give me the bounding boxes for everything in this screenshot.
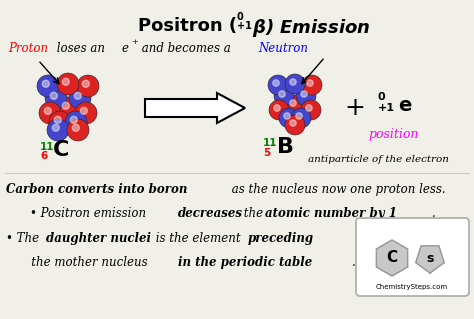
- Text: is the element: is the element: [152, 232, 245, 245]
- Circle shape: [55, 116, 61, 123]
- Circle shape: [82, 80, 89, 87]
- Text: s: s: [426, 251, 434, 264]
- Circle shape: [75, 102, 97, 124]
- Text: ChemistrySteps.com: ChemistrySteps.com: [376, 284, 448, 290]
- Circle shape: [274, 86, 294, 106]
- Text: 11: 11: [40, 142, 55, 152]
- Text: daughter nuclei: daughter nuclei: [46, 232, 151, 245]
- Text: 11: 11: [263, 138, 277, 148]
- Circle shape: [77, 75, 99, 97]
- Text: antiparticle of the electron: antiparticle of the electron: [308, 155, 449, 164]
- Text: Neutron: Neutron: [258, 42, 308, 55]
- Circle shape: [279, 91, 285, 97]
- Circle shape: [47, 119, 69, 141]
- Circle shape: [301, 91, 307, 97]
- Circle shape: [39, 102, 61, 124]
- Circle shape: [50, 92, 57, 99]
- Circle shape: [290, 120, 296, 126]
- Circle shape: [52, 124, 59, 131]
- Text: 5: 5: [263, 148, 270, 158]
- Text: C: C: [53, 140, 69, 160]
- Circle shape: [291, 108, 311, 128]
- Text: the: the: [240, 207, 267, 220]
- Circle shape: [44, 107, 51, 114]
- Circle shape: [306, 105, 312, 111]
- Text: .: .: [352, 256, 356, 269]
- Text: in the periodic table: in the periodic table: [178, 256, 312, 269]
- Text: +: +: [345, 96, 365, 120]
- Circle shape: [296, 86, 316, 106]
- Circle shape: [285, 95, 305, 115]
- Text: B: B: [277, 137, 294, 157]
- Text: and becomes a: and becomes a: [138, 42, 235, 55]
- Text: +: +: [131, 38, 138, 46]
- Text: 0: 0: [378, 92, 386, 102]
- Circle shape: [285, 115, 305, 135]
- Circle shape: [72, 124, 79, 131]
- FancyBboxPatch shape: [356, 218, 469, 296]
- Text: Carbon converts into boron: Carbon converts into boron: [6, 183, 187, 196]
- Text: loses an: loses an: [53, 42, 109, 55]
- Text: atomic number by 1: atomic number by 1: [265, 207, 397, 220]
- Text: as the nucleus now one proton less.: as the nucleus now one proton less.: [228, 183, 446, 196]
- Text: • Positron emission: • Positron emission: [30, 207, 150, 220]
- Circle shape: [69, 87, 91, 109]
- Circle shape: [290, 100, 296, 106]
- Circle shape: [45, 87, 67, 109]
- Circle shape: [57, 97, 79, 119]
- Circle shape: [65, 111, 87, 133]
- Text: e: e: [398, 96, 411, 115]
- Text: decreases: decreases: [178, 207, 243, 220]
- Circle shape: [307, 80, 313, 86]
- Text: +1: +1: [237, 21, 252, 31]
- Circle shape: [279, 108, 299, 128]
- Polygon shape: [376, 240, 408, 276]
- Circle shape: [49, 111, 71, 133]
- Circle shape: [42, 80, 49, 87]
- Text: Positron (: Positron (: [138, 17, 237, 35]
- Circle shape: [37, 75, 59, 97]
- Text: C: C: [386, 250, 398, 265]
- Circle shape: [268, 75, 288, 95]
- Circle shape: [301, 100, 321, 120]
- Text: +1: +1: [378, 103, 395, 113]
- Text: position: position: [368, 128, 419, 141]
- Circle shape: [296, 113, 302, 119]
- Text: .: .: [432, 207, 436, 220]
- Circle shape: [67, 119, 89, 141]
- Circle shape: [62, 78, 69, 85]
- Circle shape: [269, 100, 289, 120]
- Text: e: e: [122, 42, 129, 55]
- Circle shape: [302, 75, 322, 95]
- Circle shape: [62, 102, 69, 109]
- Circle shape: [74, 92, 82, 99]
- Text: 6: 6: [40, 151, 47, 161]
- Polygon shape: [416, 246, 444, 273]
- Text: 0: 0: [237, 12, 244, 22]
- Text: • The: • The: [6, 232, 43, 245]
- Text: preceding: preceding: [248, 232, 314, 245]
- Circle shape: [284, 113, 290, 119]
- Circle shape: [290, 79, 296, 85]
- Circle shape: [57, 73, 79, 95]
- Circle shape: [273, 80, 279, 86]
- Circle shape: [80, 107, 87, 114]
- Text: the mother nucleus: the mother nucleus: [20, 256, 151, 269]
- FancyArrow shape: [145, 93, 245, 123]
- Circle shape: [285, 74, 305, 94]
- Circle shape: [70, 116, 77, 123]
- Text: Proton: Proton: [8, 42, 48, 55]
- Text: $\boldsymbol{\beta}$) Emission: $\boldsymbol{\beta}$) Emission: [252, 17, 371, 39]
- Circle shape: [274, 105, 280, 111]
